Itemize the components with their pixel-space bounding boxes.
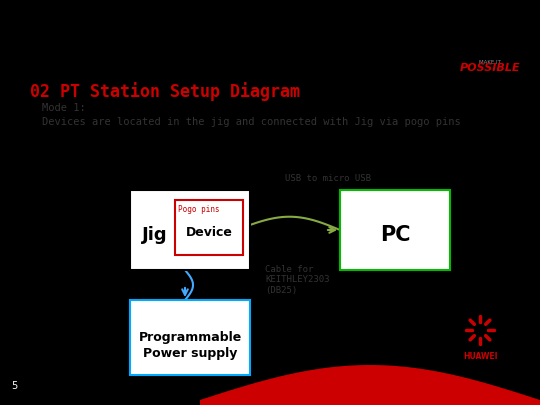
- Text: MAKE IT: MAKE IT: [479, 60, 501, 65]
- Text: POSSIBLE: POSSIBLE: [460, 63, 521, 73]
- Text: USB to micro USB: USB to micro USB: [285, 174, 371, 183]
- Text: Programmable
Power supply: Programmable Power supply: [138, 332, 241, 360]
- Bar: [175, 200, 243, 255]
- Text: Mode 1:: Mode 1:: [42, 103, 86, 113]
- Text: Cable for
KEITHLEY2303
(DB25): Cable for KEITHLEY2303 (DB25): [265, 265, 329, 295]
- Text: 02 PT Station Setup Diagram: 02 PT Station Setup Diagram: [30, 82, 300, 101]
- Bar: [340, 190, 450, 270]
- Text: Devices are located in the jig and connected with Jig via pogo pins: Devices are located in the jig and conne…: [42, 117, 461, 127]
- Text: HUAWEI: HUAWEI: [463, 352, 497, 361]
- Text: Jig: Jig: [142, 226, 167, 244]
- Polygon shape: [200, 365, 540, 405]
- Bar: [130, 190, 250, 270]
- Text: Pogo pins: Pogo pins: [178, 205, 220, 214]
- Text: Device: Device: [186, 226, 232, 239]
- Text: PC: PC: [380, 225, 410, 245]
- Bar: [130, 300, 250, 375]
- Text: 5: 5: [11, 381, 17, 391]
